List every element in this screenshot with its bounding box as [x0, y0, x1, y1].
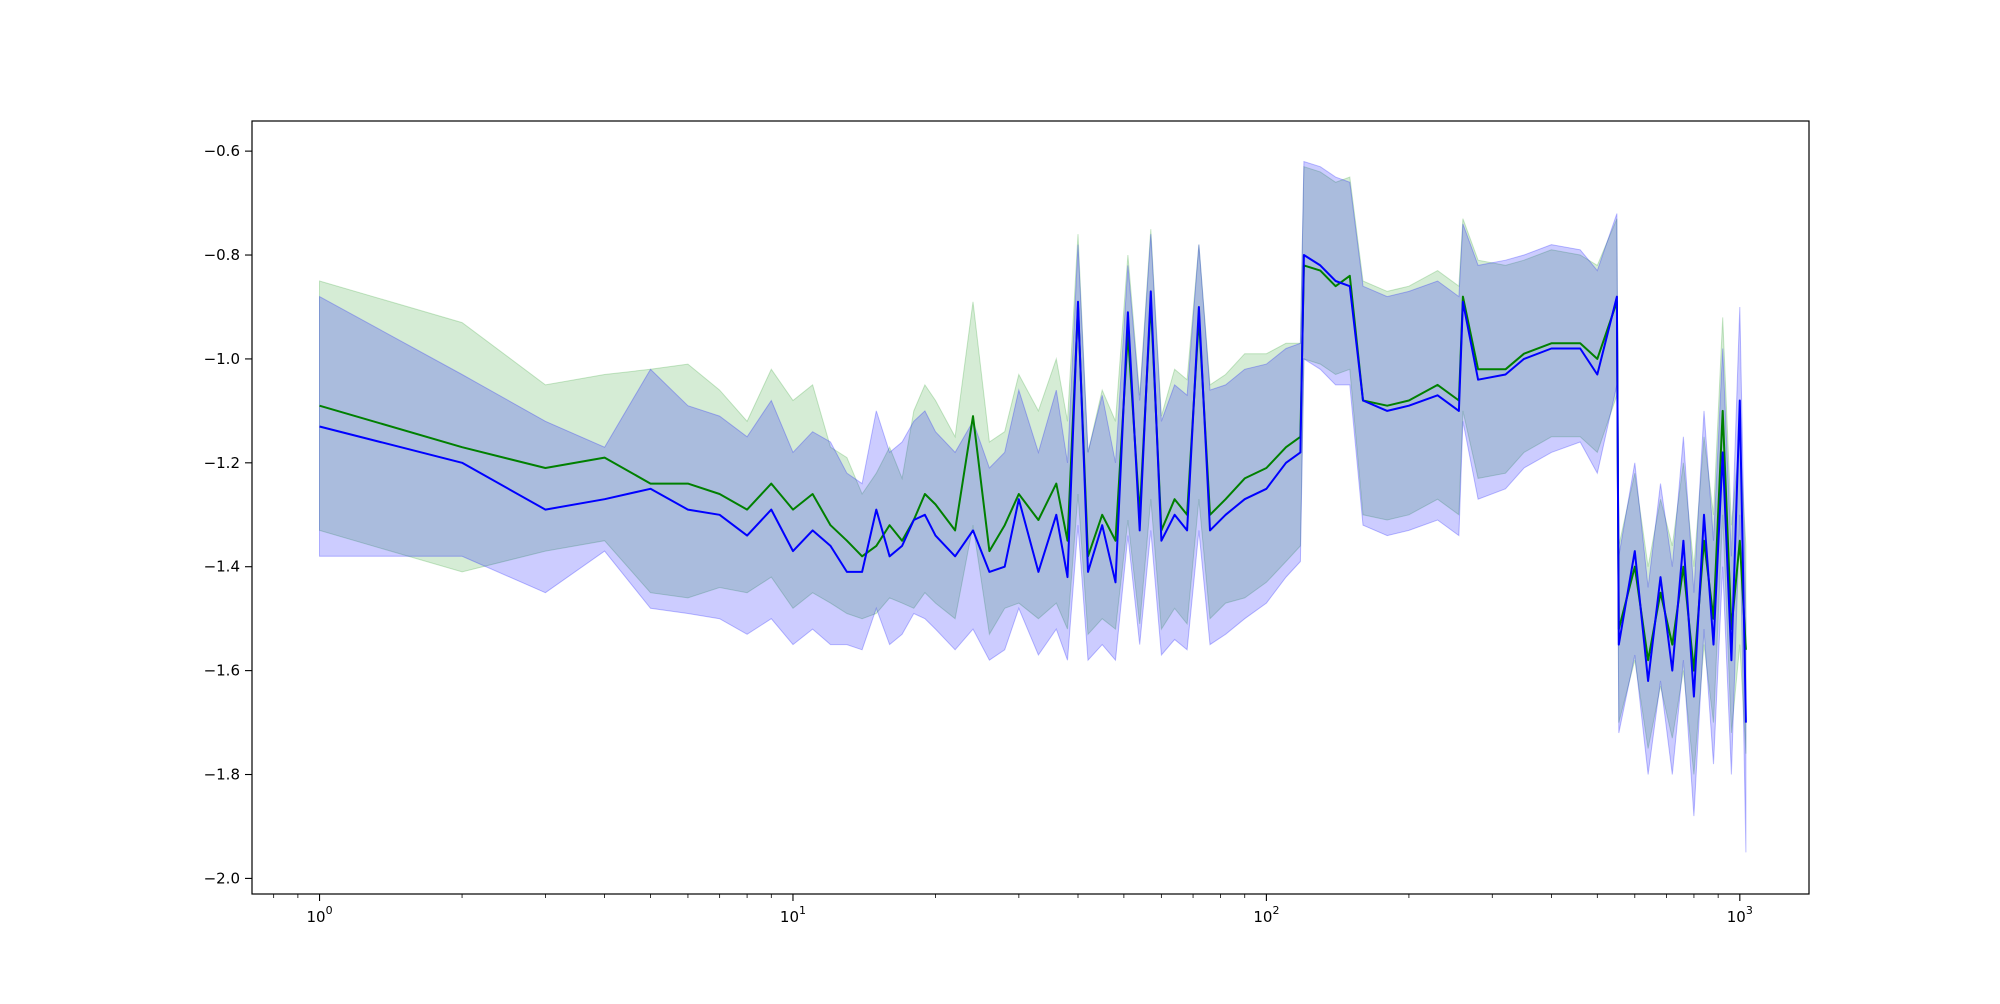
axes-frame — [251, 120, 1810, 895]
x-tick-exponent: 2 — [1272, 904, 1279, 917]
y-tick-label: −0.8 — [204, 246, 240, 264]
y-tick-label: −1.2 — [204, 454, 240, 472]
y-tick-label: −1.8 — [204, 766, 240, 784]
x-tick-exponent: 3 — [1746, 904, 1753, 917]
y-axis: −0.6 −0.8 −1.0 −1.2 −1.4 −1.6 −1.8 −2.0 — [204, 142, 252, 887]
series-layer — [319, 160, 1747, 853]
y-tick-label: −1.6 — [204, 662, 240, 680]
plot-area — [319, 160, 1747, 853]
series-1-band — [319, 166, 1747, 775]
y-tick-label: −0.6 — [204, 142, 240, 160]
series-2-band — [319, 160, 1747, 853]
y-tick-label: −2.0 — [204, 869, 240, 887]
y-tick-label: −1.4 — [204, 558, 240, 576]
series-2-line — [319, 254, 1747, 723]
y-tick-label: −1.0 — [204, 350, 240, 368]
x-tick-exponent: 0 — [326, 904, 333, 917]
x-tick-exponent: 1 — [799, 904, 806, 917]
